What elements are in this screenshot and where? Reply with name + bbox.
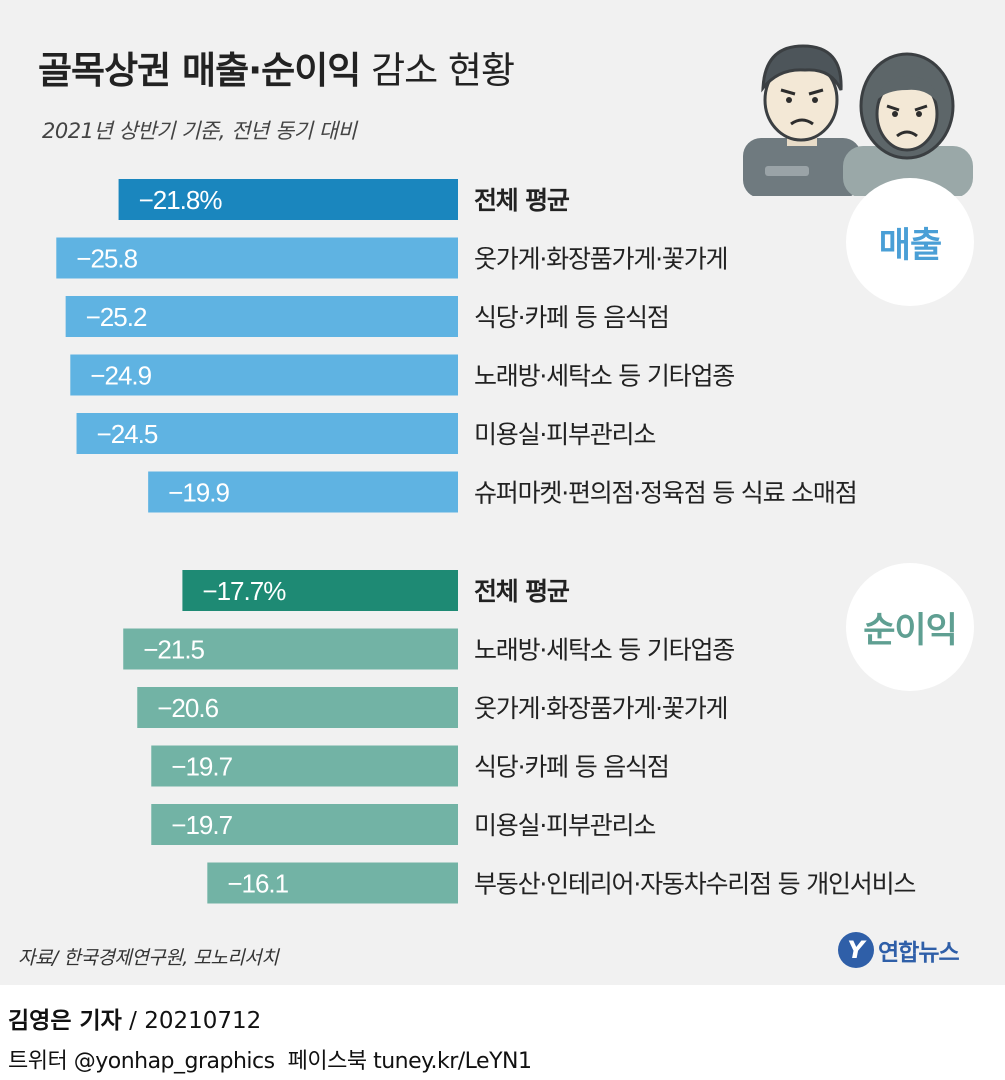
sales-section-badge: 매출: [846, 178, 974, 306]
woman-figure: [843, 52, 973, 196]
profit-section-badge: 순이익: [846, 563, 974, 691]
subtitle: 2021년 상반기 기준, 전년 동기 대비: [42, 119, 357, 143]
category-label: 옷가게·화장품가게·꽃가게: [474, 245, 727, 274]
worried-shop-owners-illustration: [743, 44, 973, 196]
publish-date: 20210712: [144, 1008, 262, 1034]
category-label: 미용실·피부관리소: [474, 420, 655, 449]
bar: [123, 628, 459, 670]
social-links: 트위터 @yonhap_graphics 페이스북 tuney.kr/LeYN1: [8, 1043, 532, 1075]
bar: [151, 745, 458, 787]
infographic-card: 골목상권 매출·순이익 감소 현황 2021년 상반기 기준, 전년 동기 대비: [0, 0, 1005, 985]
bar-value-label: −19.7: [171, 810, 232, 840]
category-label: 전체 평균: [474, 186, 570, 215]
category-label: 식당·카페 등 음식점: [474, 303, 669, 332]
bar-value-label: −21.5: [143, 635, 204, 665]
reporter-name: 김영은 기자: [8, 1008, 122, 1034]
bar: [148, 471, 459, 513]
category-label: 옷가게·화장품가게·꽃가게: [474, 694, 727, 723]
category-label: 미용실·피부관리소: [474, 811, 655, 840]
bar: [70, 354, 458, 396]
bar: [207, 862, 458, 904]
yonhap-logo: Y 연합뉴스: [838, 930, 960, 970]
category-label: 전체 평균: [474, 577, 570, 606]
bar: [65, 296, 459, 337]
yonhap-logo-icon: Y: [838, 932, 874, 968]
bar-value-label: −16.1: [227, 869, 288, 899]
bar-value-label: −25.2: [86, 302, 147, 332]
title-rest: 감소 현황: [371, 49, 515, 92]
bar-value-label: −25.8: [76, 244, 137, 274]
byline: 김영은 기자 / 20210712: [8, 1008, 262, 1034]
bar-value-label: −19.9: [168, 478, 229, 508]
average-bar: [182, 570, 458, 611]
average-bar: [118, 179, 458, 220]
source-note: 자료/ 한국경제연구원, 모노리서치: [18, 947, 279, 969]
bar-value-label: −21.8%: [139, 185, 223, 215]
bar-value-label: −24.9: [90, 361, 151, 391]
category-label: 슈퍼마켓·편의점·정육점 등 식료 소매점: [474, 479, 857, 508]
category-label: 부동산·인테리어·자동차수리점 등 개인서비스: [474, 870, 915, 899]
category-label: 식당·카페 등 음식점: [474, 753, 669, 782]
bar: [137, 687, 458, 728]
title-bold: 골목상권 매출·순이익: [38, 49, 361, 92]
bar-value-label: −19.7: [171, 752, 232, 782]
man-figure: [743, 44, 861, 196]
twitter-handle: 트위터 @yonhap_graphics: [8, 1049, 275, 1074]
sales-bar-group: −21.8% 전체 평균 −25.8 옷가게·화장품가게·꽃가게 −25.2 식당·카페 …: [56, 179, 858, 513]
yonhap-logo-text: 연합뉴스: [878, 940, 960, 966]
bar: [56, 237, 458, 279]
bar-value-label: −24.5: [97, 419, 158, 449]
profit-bar-group: −17.7% 전체 평균 −21.5 노래방·세탁소 등 기타업종 −20.6 옷가게·화…: [123, 570, 917, 904]
category-label: 노래방·세탁소 등 기타업종: [474, 636, 734, 665]
bar: [151, 804, 458, 845]
bar-value-label: −17.7%: [202, 576, 286, 606]
bar-value-label: −20.6: [157, 693, 218, 723]
bar-chart: −21.8% 전체 평균 −25.8 옷가게·화장품가게·꽃가게 −25.2 식당·카페 …: [56, 179, 917, 904]
category-label: 노래방·세탁소 등 기타업종: [474, 362, 734, 391]
page-title: 골목상권 매출·순이익 감소 현황: [38, 40, 515, 94]
bar: [76, 413, 458, 454]
facebook-link: 페이스북 tuney.kr/LeYN1: [287, 1049, 532, 1074]
